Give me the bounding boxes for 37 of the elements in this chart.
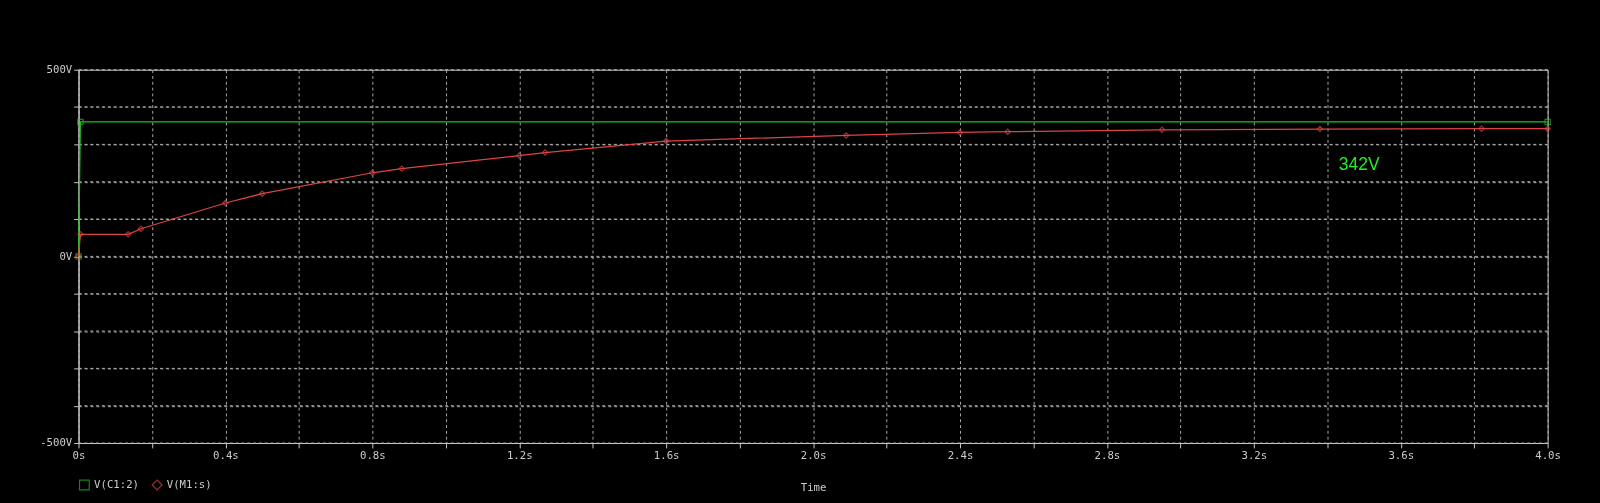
x-tick-label: 2.8s xyxy=(1094,449,1121,463)
legend-label: V(M1:s) xyxy=(166,477,212,491)
legend-label: V(C1:2) xyxy=(94,477,139,491)
point xyxy=(956,129,964,136)
x-tick-label: 1.2s xyxy=(506,449,533,463)
point xyxy=(77,231,84,238)
point xyxy=(662,137,670,145)
x-tick-label: 2.4s xyxy=(947,449,974,463)
point xyxy=(1544,125,1551,132)
point xyxy=(1158,126,1166,134)
x-tick-label: 1.6s xyxy=(653,449,680,463)
annotation: 342V xyxy=(1338,154,1380,175)
x-tick-label: 3.2s xyxy=(1241,449,1268,463)
x-tick-label: 0.8s xyxy=(360,449,386,463)
point xyxy=(222,199,229,207)
point xyxy=(124,231,132,238)
x-axis-title: Time xyxy=(800,481,827,495)
point xyxy=(77,118,84,126)
x-tick-label: 4.0s xyxy=(1535,449,1561,463)
x-tick-label: 0.4s xyxy=(213,449,239,463)
point xyxy=(137,225,145,232)
point xyxy=(1478,125,1485,132)
x-tick-label: 3.6s xyxy=(1388,449,1415,463)
point xyxy=(842,132,850,139)
point xyxy=(369,169,376,176)
point xyxy=(258,190,266,197)
y-tick-label: 0V xyxy=(59,249,73,263)
point xyxy=(541,149,549,156)
y-tick-label: 500V xyxy=(46,63,73,77)
point xyxy=(1544,118,1551,126)
point xyxy=(1316,125,1324,133)
point xyxy=(398,165,405,172)
x-tick-label: 0s xyxy=(72,449,86,463)
point xyxy=(1004,128,1011,135)
x-tick-label: 2.0s xyxy=(800,449,827,463)
y-tick-label: -500V xyxy=(40,436,73,450)
point xyxy=(516,152,523,159)
